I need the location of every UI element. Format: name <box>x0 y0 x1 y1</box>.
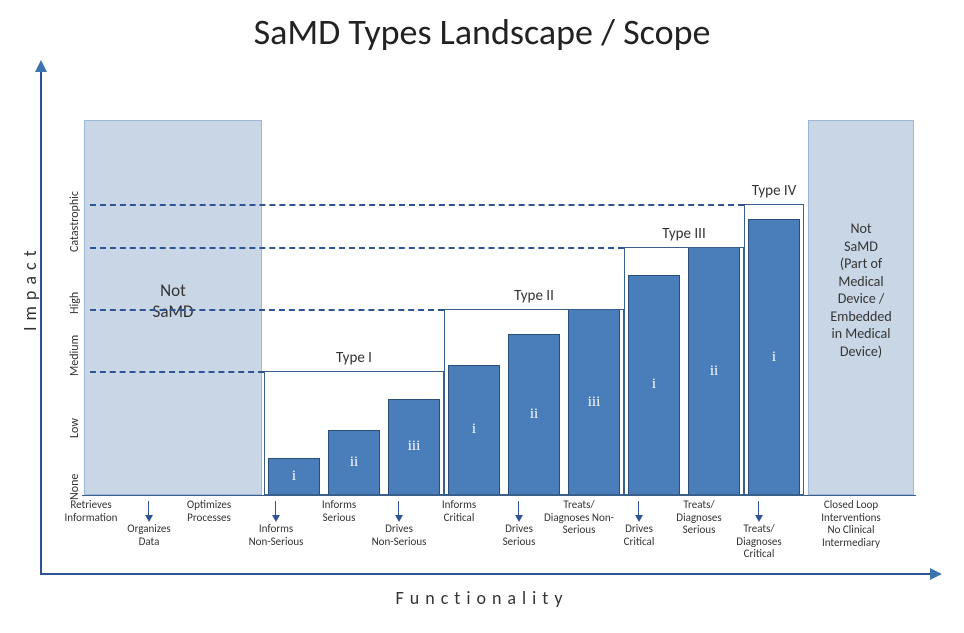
x-label-1: OrganizesData <box>114 523 184 548</box>
region-left-label: NotSaMD <box>84 280 262 323</box>
y-tick-3: High <box>68 244 82 314</box>
x-label-arrow-1 <box>145 515 153 522</box>
x-axis-label: Functionality <box>0 587 964 609</box>
guide-1 <box>90 309 444 311</box>
x-label-2: OptimizesProcesses <box>174 499 244 524</box>
group-label-3: Type IV <box>744 182 804 200</box>
x-axis-line <box>40 573 930 575</box>
group-box-2 <box>624 247 744 495</box>
y-tick-4: Catastrophic <box>68 182 82 252</box>
y-tick-0: None <box>68 430 82 500</box>
x-label-0: RetrievesInformation <box>56 499 126 524</box>
x-label-12: Closed LoopInterventionsNo ClinicalInter… <box>816 499 886 550</box>
x-label-5: DrivesNon-Serious <box>364 523 434 548</box>
guide-3 <box>90 204 744 206</box>
x-label-arrow-11 <box>755 515 763 522</box>
y-axis-arrowhead <box>35 60 47 72</box>
chart-title: SaMD Types Landscape / Scope <box>0 10 964 54</box>
x-label-3: InformsNon-Serious <box>241 523 311 548</box>
group-label-1: Type II <box>444 287 624 305</box>
x-label-11: Treats/DiagnosesCritical <box>724 523 794 561</box>
y-tick-2: Medium <box>68 306 82 376</box>
group-label-0: Type I <box>264 349 444 367</box>
x-label-arrow-7 <box>515 515 523 522</box>
x-axis-arrowhead <box>930 568 942 580</box>
x-label-4: InformsSerious <box>304 499 374 524</box>
guide-2 <box>90 247 624 249</box>
region-right-label: NotSaMD(Part ofMedicalDevice /Embeddedin… <box>808 220 914 360</box>
y-axis-label: Impact <box>19 251 41 331</box>
x-label-arrow-9 <box>635 515 643 522</box>
y-tick-1: Low <box>68 368 82 438</box>
x-label-arrow-3 <box>272 515 280 522</box>
group-label-2: Type III <box>624 225 744 243</box>
group-box-0 <box>264 371 444 495</box>
group-box-3 <box>744 204 804 495</box>
x-label-arrow-5 <box>395 515 403 522</box>
group-box-1 <box>444 309 624 495</box>
guide-0 <box>90 371 264 373</box>
x-label-6: InformsCritical <box>424 499 494 524</box>
chart-baseline <box>82 495 916 496</box>
